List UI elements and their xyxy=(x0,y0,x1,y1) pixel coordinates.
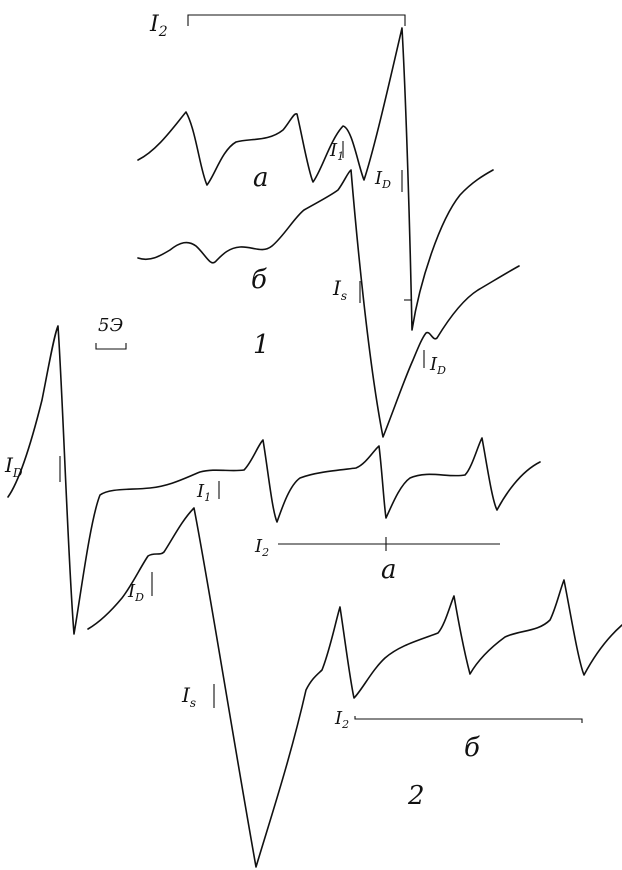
g2-trace-b-label: б xyxy=(464,733,480,763)
g2-is-label: Is xyxy=(181,683,196,710)
g1-i2-bracket xyxy=(187,14,406,26)
g1-i2-label: I2 xyxy=(149,12,168,40)
g1-i1-label: I1 xyxy=(329,140,344,163)
g1-id-a-label: ID xyxy=(374,168,391,191)
g2-trace-b xyxy=(87,507,622,868)
g1-trace-a-label: а xyxy=(253,163,269,193)
g1-number: 1 xyxy=(253,330,270,360)
g1-trace-b-label: б xyxy=(251,265,267,295)
g1-trace-b xyxy=(137,169,520,438)
g2-number: 2 xyxy=(407,781,425,811)
g2-id-a-label: ID xyxy=(4,453,23,480)
g2-i2-b-label: I2 xyxy=(334,708,349,731)
g2-b-bracket xyxy=(354,716,583,723)
g1-trace-a xyxy=(137,27,494,331)
g2-i1-label: I1 xyxy=(196,481,211,504)
g2-a-bracket xyxy=(278,537,500,551)
scale-bar xyxy=(95,343,127,350)
g2-i2-a-label: I2 xyxy=(254,536,269,559)
g2-trace-a xyxy=(7,325,541,635)
g2-trace-a-label: а xyxy=(381,555,397,585)
g2-id-b-label: ID xyxy=(127,581,144,604)
g1-id-b-label: ID xyxy=(429,354,446,377)
g1-is-label: Is xyxy=(332,276,347,303)
scale-label: 5Э xyxy=(98,315,123,336)
